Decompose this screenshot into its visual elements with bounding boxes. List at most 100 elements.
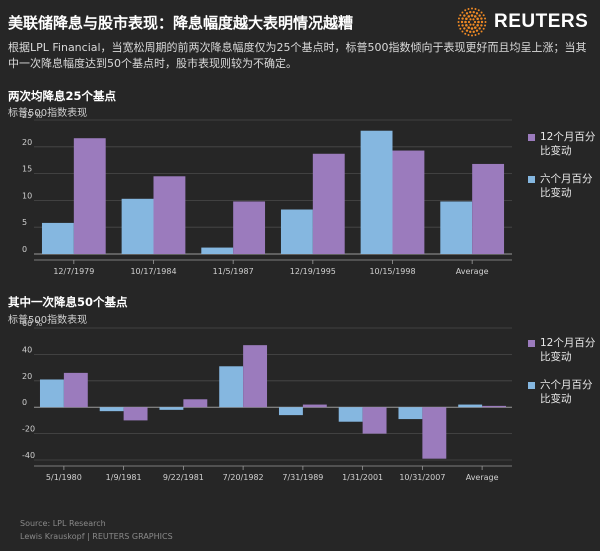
x-tick-label: 12/19/1995 bbox=[290, 267, 336, 276]
legend-item-12m: 12个月百分比变动 bbox=[528, 336, 598, 364]
logo-dot bbox=[472, 30, 475, 34]
y-tick-label: -20 bbox=[22, 425, 35, 434]
y-tick-label: 0 bbox=[22, 398, 27, 407]
reuters-logo: REUTERS bbox=[456, 6, 592, 38]
chart-title: 美联储降息与股市表现：降息幅度越大表明情况越糟 bbox=[8, 14, 354, 32]
logo-dot bbox=[465, 29, 469, 32]
bar-12m bbox=[243, 345, 268, 408]
chart1-svg: 0 5 10 15 20 25 % 12/7/1979 10/17/1984 11/5/1987… bbox=[22, 112, 512, 276]
logo-dot bbox=[474, 7, 477, 10]
legend-item-6m: 六个月百分比变动 bbox=[528, 378, 598, 406]
legend-item-12m: 12个月百分比变动 bbox=[528, 130, 598, 158]
logo-dot bbox=[472, 23, 475, 26]
bar-12m bbox=[392, 150, 425, 254]
logo-dot bbox=[469, 18, 472, 21]
y-tick-label: 60 % bbox=[22, 319, 43, 328]
logo-dot bbox=[467, 7, 470, 10]
chart-subtitle: 根据LPL Financial，当宽松周期的前两次降息幅度仅为25个基点时，标普… bbox=[8, 41, 587, 70]
logo-dot bbox=[467, 34, 470, 37]
logo-dot bbox=[465, 12, 469, 15]
section2-title: 其中一次降息50个基点 bbox=[8, 295, 128, 309]
legend-label-6m: 六个月百分比变动 bbox=[540, 173, 593, 199]
logo-dot bbox=[463, 14, 466, 17]
bar-12m bbox=[422, 407, 447, 459]
logo-dot bbox=[474, 34, 477, 37]
x-tick-label: 9/22/1981 bbox=[163, 473, 204, 482]
bar-6m bbox=[121, 198, 154, 254]
bar-12m bbox=[472, 163, 505, 254]
y-tick-label: 15 bbox=[22, 165, 32, 174]
logo-dot bbox=[461, 11, 464, 14]
logo-dot bbox=[480, 24, 483, 27]
footer-credit: Lewis Krauskopf | REUTERS GRAPHICS bbox=[20, 532, 173, 541]
section1-title: 两次均降息25个基点 bbox=[8, 89, 117, 103]
y-tick-label: 5 bbox=[22, 218, 27, 227]
logo-dot bbox=[467, 26, 471, 29]
bar-6m bbox=[219, 366, 244, 408]
logo-dot bbox=[463, 27, 466, 30]
bar-12m bbox=[63, 372, 88, 408]
logo-dot bbox=[480, 17, 483, 20]
logo-dot bbox=[457, 21, 460, 23]
y-tick-label: -40 bbox=[22, 451, 35, 460]
logo-dot bbox=[475, 29, 479, 32]
bar-12m bbox=[73, 138, 106, 254]
logo-dot bbox=[469, 30, 472, 34]
logo-dot bbox=[480, 30, 483, 33]
logo-dot bbox=[473, 15, 477, 18]
logo-dot bbox=[461, 30, 464, 33]
legend-swatch-12m bbox=[528, 134, 535, 141]
bar-6m bbox=[39, 379, 64, 408]
logo-dot bbox=[464, 32, 467, 35]
logo-dot bbox=[480, 20, 484, 24]
bar-6m bbox=[338, 407, 363, 422]
section2-ylabel: 标普500指数表现 bbox=[8, 315, 88, 326]
bar-6m bbox=[458, 404, 483, 408]
legend-chart2: 12个月百分比变动 六个月百分比变动 bbox=[528, 336, 598, 420]
bar-12m bbox=[123, 407, 148, 421]
x-tick-label: 11/5/1987 bbox=[213, 267, 254, 276]
logo-dot bbox=[461, 24, 464, 27]
legend-label-12m: 12个月百分比变动 bbox=[540, 337, 596, 363]
legend-swatch-6m bbox=[528, 382, 535, 389]
bar-6m bbox=[99, 407, 124, 412]
x-tick-label: Average bbox=[456, 267, 489, 276]
logo-dot bbox=[476, 17, 479, 21]
logo-dot bbox=[480, 11, 483, 14]
logo-dot bbox=[478, 27, 481, 30]
logo-dot bbox=[467, 20, 471, 24]
logo-dot bbox=[482, 14, 485, 17]
logo-dot bbox=[465, 23, 468, 27]
y-tick-label: 20 bbox=[22, 138, 32, 147]
logo-dot bbox=[457, 17, 460, 20]
bar-12m bbox=[153, 176, 186, 254]
legend-chart1: 12个月百分比变动 六个月百分比变动 bbox=[528, 130, 598, 214]
x-tick-label: 10/15/1998 bbox=[369, 267, 415, 276]
logo-dot bbox=[470, 27, 474, 30]
logo-dot bbox=[484, 17, 487, 20]
logo-dot bbox=[457, 24, 460, 27]
logo-dot bbox=[471, 34, 473, 37]
bar-6m bbox=[398, 407, 423, 420]
logo-dot bbox=[471, 7, 473, 10]
logo-dot bbox=[465, 17, 468, 21]
y-tick-label: 20 bbox=[22, 372, 32, 381]
legend-swatch-12m bbox=[528, 340, 535, 347]
y-tick-label: 25 % bbox=[22, 112, 43, 120]
logo-dot bbox=[470, 14, 474, 17]
bar-6m bbox=[201, 247, 234, 254]
logo-dot bbox=[477, 32, 480, 35]
logo-dot bbox=[461, 17, 464, 20]
legend-label-6m: 六个月百分比变动 bbox=[540, 379, 593, 405]
logo-dot bbox=[482, 27, 485, 30]
logo-dot bbox=[459, 27, 462, 30]
x-tick-label: 10/31/2007 bbox=[399, 473, 445, 482]
logo-dot bbox=[478, 14, 481, 17]
bar-12m bbox=[183, 399, 208, 408]
logo-dot bbox=[469, 10, 472, 14]
logo-dot bbox=[477, 20, 480, 24]
logo-dot bbox=[484, 24, 487, 27]
footer-source: Source: LPL Research bbox=[20, 519, 106, 528]
bar-12m bbox=[362, 407, 387, 434]
legend-label-12m: 12个月百分比变动 bbox=[540, 131, 596, 157]
